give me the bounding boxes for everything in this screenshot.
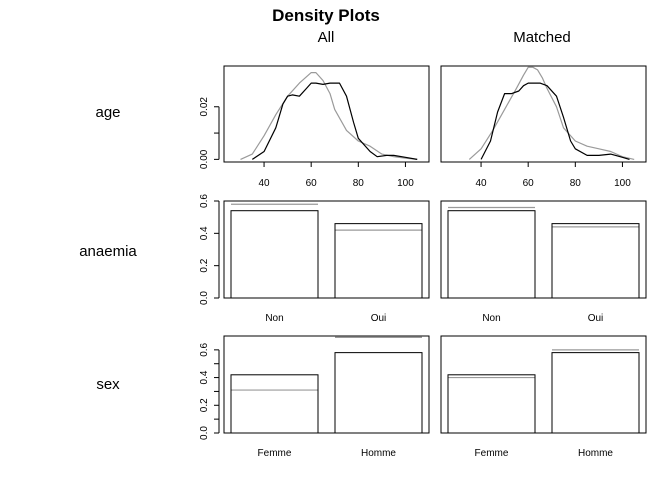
figure-title: Density Plots xyxy=(272,6,380,25)
panel-frame-age-all xyxy=(223,65,430,163)
x-tick-label-60-matched: 60 xyxy=(523,178,535,189)
panel-frame-sex-all xyxy=(223,335,430,434)
category-label-oui-all: Oui xyxy=(371,313,387,324)
y-tick-label-anaemia-2: 0.4 xyxy=(199,226,210,240)
y-tick-label-anaemia-3: 0.6 xyxy=(199,194,210,208)
category-label-homme-all: Homme xyxy=(361,448,396,459)
category-label-non-all: Non xyxy=(265,313,283,324)
panel-frame-anaemia-all xyxy=(223,200,430,299)
bar-treated-sex-homme-matched xyxy=(551,352,640,434)
row-label-anaemia: anaemia xyxy=(79,243,137,260)
y-tick-label-sex-0: 0.0 xyxy=(199,426,210,440)
category-label-femme-matched: Femme xyxy=(475,448,509,459)
bar-treated-sex-homme-all xyxy=(334,352,423,434)
density-line-treated-all xyxy=(251,82,418,160)
panel-frame-sex-matched xyxy=(440,335,647,434)
y-tick-label-sex-4: 0.4 xyxy=(199,370,210,384)
row-label-sex: sex xyxy=(96,376,120,393)
x-tick-label-100-all: 100 xyxy=(397,178,414,189)
y-tick-label-anaemia-0: 0.0 xyxy=(199,291,210,305)
y-tick-label-sex-2: 0.2 xyxy=(199,398,210,412)
bar-treated-anaemia-oui-all xyxy=(334,223,423,299)
bar-treated-sex-femme-all xyxy=(230,374,319,434)
panel-frame-anaemia-matched xyxy=(440,200,647,299)
x-tick-label-100-matched: 100 xyxy=(614,178,631,189)
bar-treated-anaemia-non-all xyxy=(230,210,319,299)
column-header-all: All xyxy=(318,29,335,46)
category-label-femme-all: Femme xyxy=(258,448,292,459)
y-tick-label-sex-6: 0.6 xyxy=(199,342,210,356)
y-tick-label-anaemia-1: 0.2 xyxy=(199,258,210,272)
x-tick-label-40-matched: 40 xyxy=(475,178,487,189)
bar-treated-anaemia-oui-matched xyxy=(551,223,640,299)
y-tick-label-age-0: 0.00 xyxy=(199,149,210,169)
panels-group: 40 60 80 100 0.00 0.02 40 60 80 100 Non Oui 0.0 0.2 0.… xyxy=(199,65,647,459)
row-label-age: age xyxy=(95,104,120,121)
x-tick-label-80-matched: 80 xyxy=(570,178,582,189)
x-tick-label-60-all: 60 xyxy=(306,178,318,189)
density-line-treated-matched xyxy=(480,82,630,160)
density-line-control-all xyxy=(240,71,418,160)
y-tick-label-age-2: 0.02 xyxy=(199,97,210,117)
column-header-matched: Matched xyxy=(513,29,571,46)
bar-treated-anaemia-non-matched xyxy=(447,210,536,299)
bar-treated-sex-femme-matched xyxy=(447,374,536,434)
category-label-homme-matched: Homme xyxy=(578,448,613,459)
x-tick-label-40-all: 40 xyxy=(258,178,270,189)
category-label-oui-matched: Oui xyxy=(588,313,604,324)
category-label-non-matched: Non xyxy=(482,313,500,324)
x-tick-label-80-all: 80 xyxy=(353,178,365,189)
density-line-control-matched xyxy=(468,66,635,160)
